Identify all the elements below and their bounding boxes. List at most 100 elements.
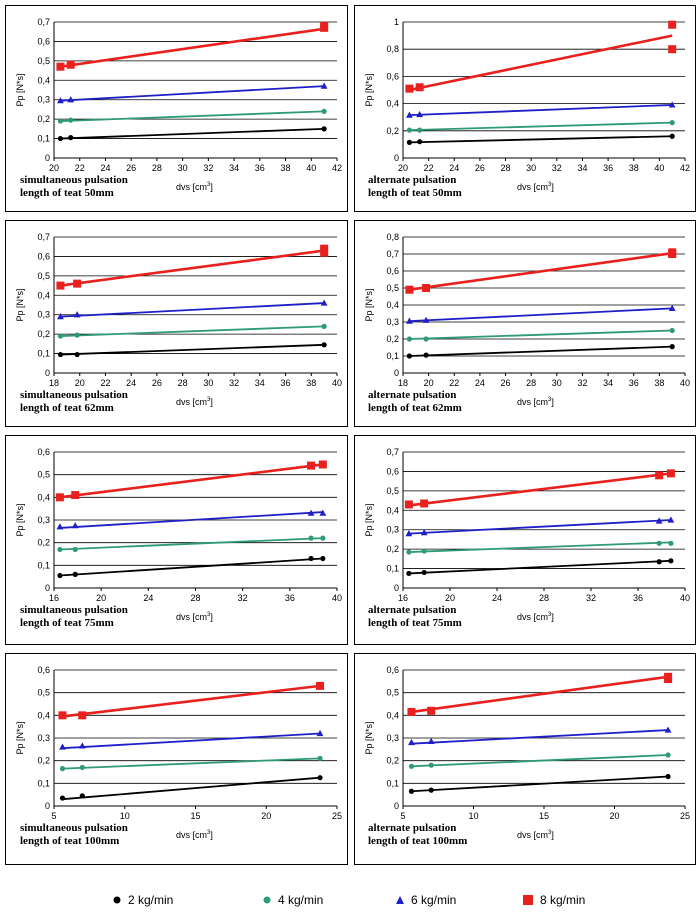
y-tick-label: 0,5: [386, 688, 399, 698]
x-tick-label: 26: [152, 378, 162, 388]
y-tick-label: 0,5: [37, 56, 50, 66]
x-tick-label: 26: [501, 378, 511, 388]
pulsation-label: simultaneous pulsation: [20, 389, 128, 401]
x-tick-label: 42: [680, 163, 690, 173]
data-point-6kg: [655, 517, 663, 524]
y-tick-label: 0: [45, 153, 50, 163]
x-tick-label: 10: [468, 811, 478, 821]
y-tick-label: 0,2: [386, 756, 399, 766]
chart-panel: 0 0,1 0,2 0,3 0,4 0,5 0,6 5 10 15 20 25 Pp [N*s] simu…: [5, 653, 348, 865]
y-tick-label: 0,6: [386, 266, 399, 276]
x-tick-label: 24: [492, 593, 502, 603]
chart-svg: 0 0,1 0,2 0,3 0,4 0,5 0,6 0,7 20 22 24 26 28 30 32 34 36…: [15, 17, 342, 173]
data-point-4kg: [417, 127, 423, 133]
y-tick-label: 0,6: [37, 36, 50, 46]
data-point-6kg: [320, 82, 328, 89]
data-point-8kg: [415, 83, 424, 92]
data-point-8kg: [427, 706, 436, 715]
data-point-4kg: [406, 336, 413, 342]
pulsation-label: simultaneous pulsation: [20, 174, 128, 186]
legend: 2 kg/min 4 kg/min 6 kg/min 8 kg/min: [0, 890, 700, 910]
chart-panel: 0 0,2 0,4 0,6 0,8 1 20 22 24 26 28 30 32 34 36 38 40 42 Pp…: [354, 5, 696, 212]
data-point-2kg: [406, 139, 413, 145]
y-tick-label: 0,2: [386, 126, 399, 136]
teat-length-label: length of teat 62mm: [368, 402, 462, 414]
data-point-6kg: [71, 522, 79, 529]
trendline-6kg: [60, 302, 325, 318]
data-point-8kg: [66, 60, 75, 69]
data-point-2kg: [423, 352, 429, 358]
data-point-4kg: [668, 540, 674, 546]
x-tick-label: 36: [629, 378, 639, 388]
data-point-4kg: [308, 535, 314, 541]
y-tick-label: 0,2: [37, 114, 50, 124]
data-point-2kg: [408, 788, 415, 794]
trendline-6kg: [60, 85, 325, 102]
data-point-4kg: [421, 548, 427, 554]
y-tick-label: 0,2: [37, 329, 50, 339]
x-tick-label: 30: [552, 378, 562, 388]
x-tick-label: 40: [332, 378, 342, 388]
y-tick-label: 0,6: [386, 665, 399, 675]
trendline-8kg: [60, 27, 325, 68]
y-tick-label: 0,4: [386, 99, 399, 109]
x-tick-label: 38: [654, 378, 664, 388]
y-tick-label: 0,4: [386, 710, 399, 720]
chart-note: simultaneous pulsation length of teat 62m…: [20, 389, 128, 415]
x-tick-label: 40: [306, 163, 316, 173]
data-point-8kg: [56, 281, 65, 290]
data-point-4kg: [74, 332, 80, 338]
y-axis-label: Pp [N*s]: [15, 721, 25, 754]
y-tick-label: 0,6: [37, 251, 50, 261]
data-point-2kg: [72, 571, 78, 577]
y-tick-label: 0,7: [37, 232, 50, 242]
data-point-6kg: [320, 299, 328, 306]
x-tick-label: 34: [255, 378, 265, 388]
y-tick-label: 0,5: [37, 271, 50, 281]
legend-label: 6 kg/min: [411, 893, 457, 907]
data-point-8kg: [55, 493, 64, 502]
x-tick-label: 16: [398, 593, 408, 603]
trendline-8kg: [62, 684, 321, 718]
data-point-6kg: [406, 111, 413, 118]
circle-marker-icon: [263, 896, 271, 904]
data-point-4kg: [423, 336, 429, 342]
y-tick-label: 0,7: [386, 249, 399, 259]
y-tick-label: 0: [394, 801, 399, 811]
data-point-4kg: [321, 108, 327, 114]
y-tick-label: 0,3: [386, 525, 399, 535]
y-tick-label: 0,5: [386, 283, 399, 293]
y-tick-label: 0,2: [37, 538, 50, 548]
teat-length-label: length of teat 75mm: [20, 617, 114, 629]
y-tick-label: 0,5: [386, 486, 399, 496]
x-tick-label: 28: [178, 378, 188, 388]
x-tick-label: 10: [120, 811, 130, 821]
trendline-2kg: [59, 557, 323, 577]
y-axis-label: Pp [N*s]: [364, 503, 374, 536]
x-tick-label: 24: [143, 593, 153, 603]
y-tick-label: 0,2: [386, 334, 399, 344]
x-axis-label: dvs [cm3]: [176, 612, 213, 622]
data-point-8kg: [405, 84, 414, 93]
data-point-8kg: [320, 21, 329, 30]
data-point-4kg: [656, 540, 662, 546]
teat-length-label: length of teat 100mm: [20, 835, 120, 847]
x-tick-label: 40: [332, 593, 342, 603]
triangle-marker-icon: [396, 896, 404, 904]
data-point-6kg: [405, 530, 413, 537]
chart-note: alternate pulsation length of teat 75mm: [368, 604, 462, 630]
trendline-4kg: [59, 537, 323, 551]
data-point-8kg: [316, 681, 325, 690]
y-tick-label: 0: [394, 153, 399, 163]
x-tick-label: 42: [332, 163, 342, 173]
x-tick-label: 18: [49, 378, 59, 388]
data-point-8kg: [58, 711, 67, 720]
pulsation-label: simultaneous pulsation: [20, 604, 128, 616]
y-tick-label: 0,3: [386, 317, 399, 327]
x-tick-label: 36: [285, 593, 295, 603]
x-tick-label: 28: [526, 378, 536, 388]
data-point-4kg: [57, 333, 64, 339]
y-tick-label: 0,3: [386, 733, 399, 743]
data-point-6kg: [307, 509, 315, 516]
data-point-6kg: [319, 509, 327, 516]
